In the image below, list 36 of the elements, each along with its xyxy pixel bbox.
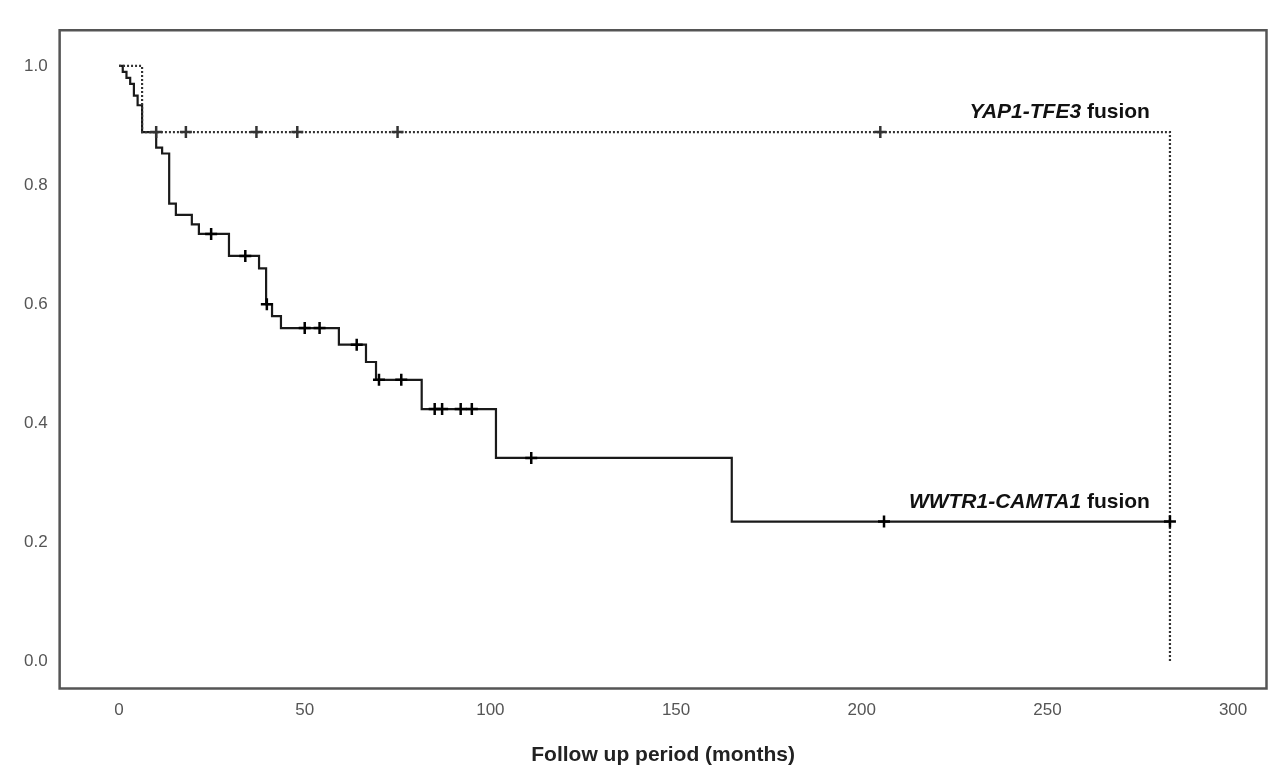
x-tick-label: 300	[1218, 700, 1248, 720]
point	[453, 401, 468, 417]
point	[148, 124, 164, 140]
x-tick-label: 200	[847, 700, 876, 720]
x-tick-label: 50	[295, 700, 315, 720]
y-tick-label: 0.8	[23, 174, 48, 194]
point	[349, 337, 364, 352]
point	[297, 320, 312, 336]
point	[238, 248, 253, 264]
point	[876, 514, 892, 529]
point	[203, 226, 219, 242]
point	[523, 450, 539, 466]
x-tick-label: 100	[476, 700, 505, 720]
y-tick-label: 0.0	[23, 651, 48, 671]
point	[371, 372, 387, 388]
x-tick-label: 0	[114, 700, 124, 720]
point	[873, 124, 888, 140]
series-label: WWTR1-CAMTA1 fusion	[908, 488, 1150, 512]
point	[434, 401, 450, 417]
point	[259, 296, 275, 312]
x-tick-label: 150	[661, 700, 691, 720]
y-tick-label: 1.0	[23, 55, 48, 75]
series-label: YAP1-TFE3 fusion	[969, 99, 1150, 123]
y-tick-label: 0.6	[23, 293, 48, 313]
point	[312, 320, 327, 336]
point	[464, 401, 480, 417]
x-tick-label: 250	[1033, 700, 1062, 720]
point	[1162, 514, 1178, 529]
point	[290, 124, 305, 140]
point	[249, 124, 264, 140]
point	[178, 124, 194, 140]
point	[394, 372, 409, 388]
x-axis-title: Follow up period (months)	[531, 742, 795, 766]
y-tick-label: 0.4	[23, 413, 48, 433]
y-tick-label: 0.2	[23, 532, 48, 552]
point	[390, 124, 405, 140]
